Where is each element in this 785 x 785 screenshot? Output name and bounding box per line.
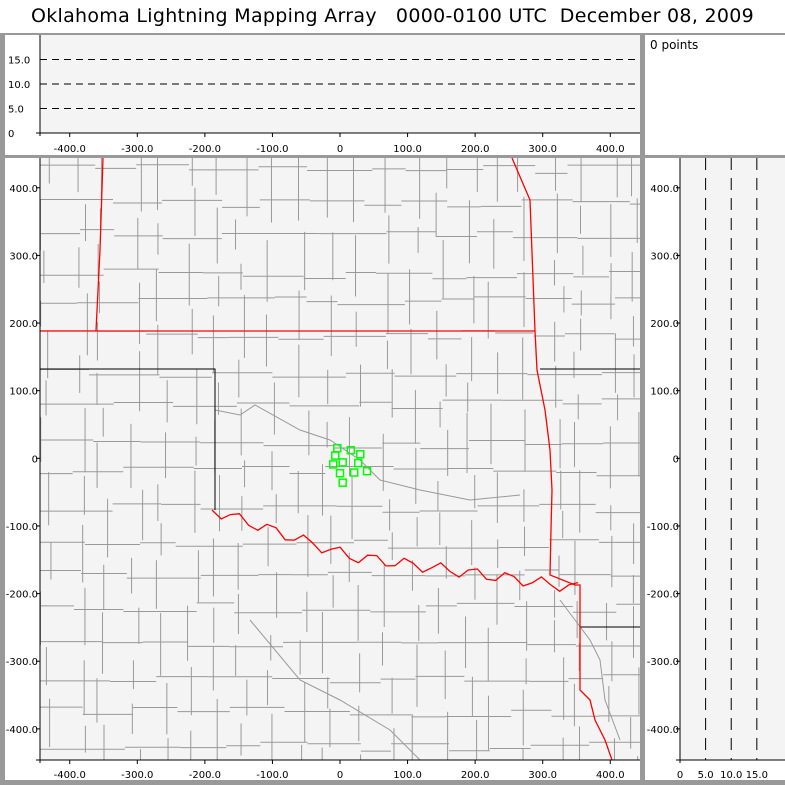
map-x-tick-label: -200.0 (189, 770, 221, 781)
side-y-tick-label: 0 (673, 454, 679, 465)
lightning-source-point (349, 468, 359, 477)
map-x-tick-label: 400.0 (596, 770, 625, 781)
side-y-tick-label: -300.0 (647, 657, 679, 668)
top-x-tick-label: -300.0 (121, 144, 153, 155)
side-y-tick-label: -100.0 (647, 522, 679, 533)
map-y-tick-label: -100.0 (6, 522, 38, 533)
map-x-tick-label: 300.0 (528, 770, 557, 781)
top-y-tick-label: 15.0 (8, 56, 30, 67)
points-count: 0 points (650, 38, 699, 52)
map-y-tick-label: 100.0 (9, 387, 38, 398)
lightning-source-point (328, 460, 338, 469)
top-x-tick-label: -400.0 (54, 144, 86, 155)
map-y-tick-label: 300.0 (9, 251, 38, 262)
side-plot-area (680, 158, 785, 760)
lightning-source-point (346, 445, 356, 455)
map-y-tick-label: -200.0 (6, 590, 38, 601)
river-line (559, 599, 621, 741)
top-x-tick-label: -200.0 (189, 144, 221, 155)
side-y-tick-label: -200.0 (647, 590, 679, 601)
top-x-tick-label: -100.0 (256, 144, 288, 155)
map-x-tick-label: -300.0 (121, 770, 153, 781)
river-line (214, 404, 521, 501)
top-y-tick-label: 5.0 (8, 105, 24, 116)
map-x-tick-label: -100.0 (256, 770, 288, 781)
side-y-tick-label: 400.0 (650, 184, 679, 195)
side-y-tick-label: -400.0 (647, 725, 679, 736)
state-border-red (211, 509, 579, 593)
state-border-black (40, 368, 216, 510)
top-x-tick-label: 400.0 (596, 144, 625, 155)
side-x-tick-label: 0 (677, 770, 683, 781)
side-x-tick-label: 15.0 (746, 770, 768, 781)
side-y-tick-label: 300.0 (650, 251, 679, 262)
side-y-tick-label: 100.0 (650, 387, 679, 398)
side-y-tick-label: 200.0 (650, 319, 679, 330)
state-border-red (511, 157, 613, 761)
map-y-tick-label: 0 (32, 454, 38, 465)
map-x-tick-label: -400.0 (54, 770, 86, 781)
map-y-tick-label: -300.0 (6, 657, 38, 668)
lightning-source-point (362, 466, 372, 476)
lightning-source-point (353, 458, 363, 468)
top-x-tick-label: 200.0 (461, 144, 490, 155)
map-y-tick-label: 400.0 (9, 184, 38, 195)
top-y-tick-label: 0 (8, 129, 14, 140)
side-x-tick-label: 5.0 (698, 770, 714, 781)
map-x-tick-label: 200.0 (461, 770, 490, 781)
lightning-source-point (338, 458, 347, 467)
lightning-source-point (356, 450, 365, 459)
side-x-tick-label: 10.0 (720, 770, 742, 781)
lightning-source-point (335, 468, 345, 478)
map-x-tick-label: 100.0 (393, 770, 422, 781)
plot-title: Oklahoma Lightning Mapping Array 0000-01… (0, 0, 785, 33)
map-y-tick-label: 200.0 (9, 319, 38, 330)
top-x-tick-label: 300.0 (528, 144, 557, 155)
info-panel (645, 35, 785, 155)
top-x-tick-label: 100.0 (393, 144, 422, 155)
state-border-red (95, 157, 104, 332)
lightning-source-point (331, 451, 340, 460)
map-y-tick-label: -400.0 (6, 725, 38, 736)
map-x-tick-label: 0 (337, 770, 343, 781)
top-y-tick-label: 10.0 (8, 80, 30, 91)
lightning-source-point (338, 478, 347, 487)
top-x-tick-label: 0 (337, 144, 343, 155)
river-line (249, 619, 421, 761)
